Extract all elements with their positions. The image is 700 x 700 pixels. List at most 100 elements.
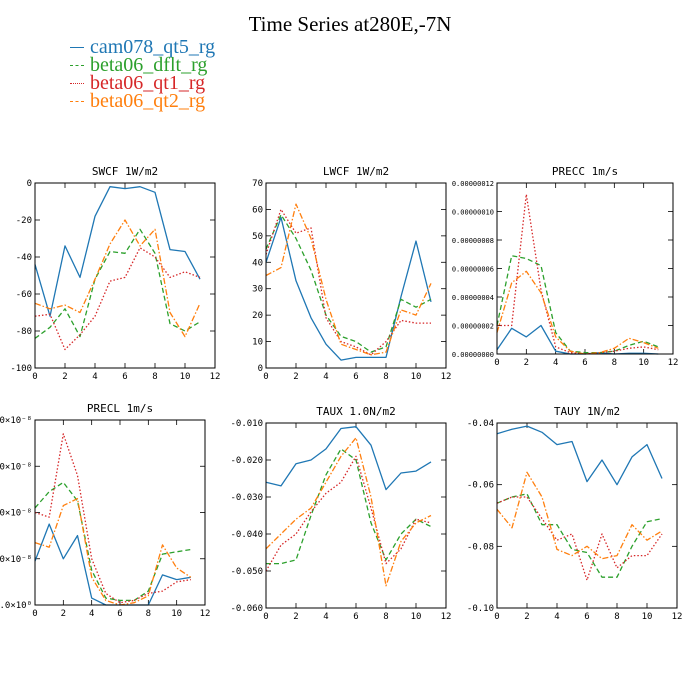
y-tick-label: -0.010: [230, 419, 263, 429]
panel-title: PRECL 1m/s: [87, 402, 153, 415]
y-tick-label: 10: [252, 338, 263, 348]
x-tick-label: 12: [441, 612, 452, 622]
panel-title: TAUY 1N/m2: [554, 405, 620, 418]
legend-label-1: cam078_qt5_rg: [90, 36, 216, 58]
x-tick-label: 8: [146, 609, 151, 619]
series-line-cam078_qt5_rg: [265, 426, 432, 491]
y-tick-label: 0: [258, 364, 263, 374]
y-tick-label: -60: [16, 290, 32, 300]
y-tick-label: 0.00000002: [452, 323, 494, 331]
x-tick-label: 0: [494, 358, 499, 368]
y-tick-label: -80: [16, 327, 32, 337]
x-tick-label: 10: [411, 372, 422, 382]
x-tick-label: 0: [263, 372, 268, 382]
x-tick-label: 6: [353, 612, 358, 622]
plot-frame: [496, 182, 674, 355]
x-tick-label: 10: [411, 612, 422, 622]
y-tick-label: -0.04: [467, 419, 494, 429]
x-tick-label: 2: [293, 612, 298, 622]
x-tick-label: 2: [62, 372, 67, 382]
series-line-beta06_qt2_rg: [496, 270, 659, 355]
x-tick-label: 12: [200, 609, 211, 619]
legend-entry-4: beta06_qt2_rg: [70, 91, 215, 111]
series-line-beta06_dflt_rg: [34, 481, 191, 602]
series-line-beta06_qt2_rg: [265, 437, 432, 587]
y-tick-label: 0: [27, 179, 32, 189]
x-tick-label: 8: [614, 612, 619, 622]
y-tick-label: 0.00000006: [452, 266, 494, 274]
panel-title: LWCF 1W/m2: [323, 165, 389, 178]
y-tick-label: 20: [252, 311, 263, 321]
x-tick-label: 0: [263, 612, 268, 622]
y-tick-label: 6.0×10⁻⁸: [0, 462, 32, 472]
y-tick-label: 2.0×10⁻⁸: [0, 555, 32, 565]
swcf-panel: SWCF 1W/m2 -100 -80 -60 -40 -20 0 0 2 4 6 8 10 12: [10, 165, 220, 382]
y-tick-label: 60: [252, 205, 263, 215]
series-line-beta06_dflt_rg: [34, 228, 201, 339]
precc-panel: PRECC 1m/s 0.00000000 0.00000002 0.00000004…: [452, 165, 679, 368]
taux-panel: TAUX 1.0N/m2 -0.060 -0.050 -0.040 -0.030 -0.0…: [230, 405, 451, 622]
plot-frame: [265, 182, 447, 369]
x-tick-label: 8: [383, 612, 388, 622]
series-line-cam078_qt5_rg: [34, 523, 191, 606]
series-line-beta06_qt2_rg: [34, 497, 192, 606]
y-tick-label: -0.050: [230, 567, 263, 577]
x-tick-label: 10: [180, 372, 191, 382]
x-tick-label: 0: [32, 609, 37, 619]
legend-swatch-4: [70, 100, 84, 102]
y-tick-label: 0.00000000: [452, 351, 494, 359]
series-line-beta06_qt2_rg: [265, 203, 432, 356]
panel-title: TAUX 1.0N/m2: [316, 405, 395, 418]
x-tick-label: 2: [61, 609, 66, 619]
series-line-cam078_qt5_rg: [496, 425, 663, 486]
y-tick-label: -0.10: [467, 604, 494, 614]
y-tick-label: -0.040: [230, 530, 263, 540]
y-tick-label: -40: [16, 253, 32, 263]
y-tick-label: -0.060: [230, 604, 263, 614]
x-tick-label: 2: [524, 612, 529, 622]
x-tick-label: 10: [638, 358, 649, 368]
legend-swatch-3: [70, 82, 84, 84]
y-tick-label: 30: [252, 285, 263, 295]
plot-frame: [496, 422, 678, 609]
series-line-beta06_qt2_rg: [496, 471, 663, 560]
series-line-cam078_qt5_rg: [265, 216, 432, 361]
x-tick-label: 4: [89, 609, 94, 619]
x-tick-label: 0: [32, 372, 37, 382]
x-tick-label: 8: [152, 372, 157, 382]
legend-entry-1: cam078_qt5_rg: [70, 36, 216, 58]
y-tick-label: 50: [252, 232, 263, 242]
x-tick-label: 8: [612, 358, 617, 368]
y-tick-label: 0.00000004: [452, 294, 494, 302]
x-tick-label: 4: [92, 372, 97, 382]
y-tick-label: 40: [252, 258, 263, 268]
series-line-beta06_dflt_rg: [266, 448, 432, 565]
x-tick-label: 4: [323, 612, 328, 622]
y-tick-label: 8.0×10⁻⁸: [0, 416, 32, 426]
series-line-beta06_qt1_rg: [34, 433, 191, 604]
y-tick-label: -0.06: [467, 481, 494, 491]
x-tick-label: 6: [582, 358, 587, 368]
y-tick-label: 70: [252, 179, 263, 189]
x-tick-label: 6: [117, 609, 122, 619]
x-tick-label: 12: [672, 612, 683, 622]
x-tick-label: 2: [293, 372, 298, 382]
series-line-beta06_dflt_rg: [496, 493, 663, 578]
y-tick-label: -0.020: [230, 456, 263, 466]
legend-swatch-1: [70, 46, 84, 48]
plot-frame: [265, 422, 447, 609]
y-tick-label: -20: [16, 216, 32, 226]
x-tick-label: 10: [642, 612, 653, 622]
series-line-cam078_qt5_rg: [34, 186, 201, 317]
legend-swatch-2: [70, 64, 84, 66]
x-tick-label: 4: [323, 372, 328, 382]
plot-frame: [34, 182, 216, 369]
lwcf-panel: LWCF 1W/m2 0 10 20 30 40 50 60 70 0 2 4 6 8 10 12: [252, 165, 451, 382]
figure-title: Time Series at280E,-7N: [248, 12, 452, 36]
x-tick-label: 8: [383, 372, 388, 382]
x-tick-label: 12: [668, 358, 679, 368]
legend: cam078_qt5_rg beta06_dflt_rg beta06_qt1_…: [70, 36, 216, 111]
y-tick-label: 0.00000008: [452, 237, 494, 245]
series-line-beta06_qt2_rg: [34, 219, 201, 338]
x-tick-label: 0: [494, 612, 499, 622]
